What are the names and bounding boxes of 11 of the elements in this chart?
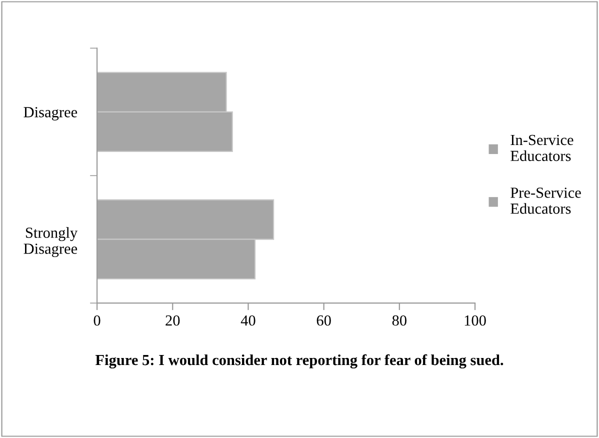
x-tick-label: 20 (166, 315, 180, 326)
legend-label: Pre-Service Educators (510, 188, 581, 214)
x-tick-label: 80 (392, 315, 406, 326)
y-tick-label: Strongly Disagree (24, 227, 78, 258)
x-tick-label: 0 (94, 315, 100, 326)
text: Figure 5: I would consider not reporting for fear of being sued. (95, 354, 504, 368)
x-tick-label: 100 (464, 315, 486, 326)
legend-label: In-Service Educators (510, 134, 574, 162)
y-tick-label: Disagree (24, 107, 78, 120)
x-tick-label: 40 (240, 315, 256, 326)
x-tick-label: 60 (316, 315, 331, 326)
